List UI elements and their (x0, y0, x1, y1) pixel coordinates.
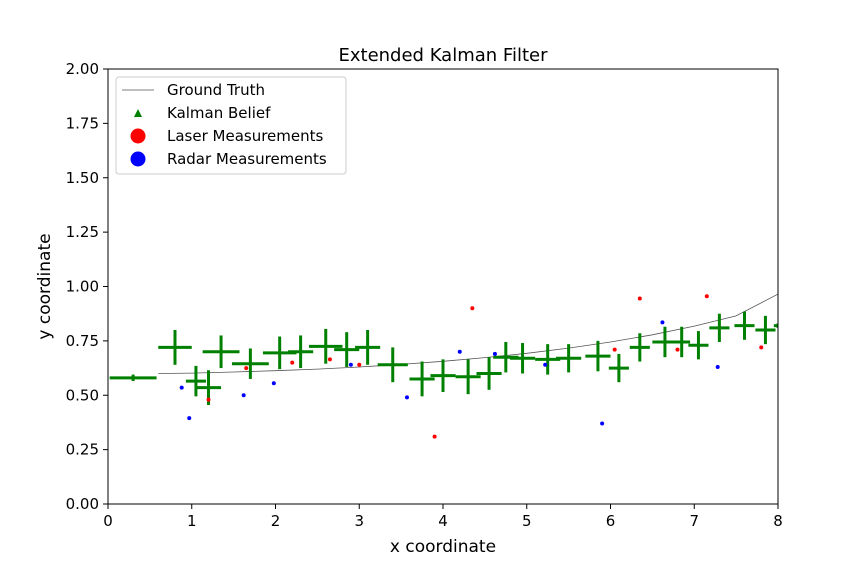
kalman-belief-point (608, 353, 629, 383)
radar-measurement-point (271, 381, 276, 386)
kalman-belief-point (409, 361, 435, 397)
plot-area (109, 293, 778, 439)
y-tick-label: 0.00 (66, 495, 99, 513)
y-tick-label: 1.25 (66, 223, 99, 241)
kalman-belief-point (202, 335, 240, 369)
kalman-belief-point (430, 359, 456, 392)
laser-measurement-point (327, 357, 332, 362)
x-tick-label: 8 (773, 512, 783, 530)
kalman-belief-point (334, 332, 360, 367)
laser-measurement-point (759, 345, 764, 350)
kalman-belief-point (629, 333, 650, 362)
kalman-belief-point (556, 344, 582, 373)
legend-circle-swatch (130, 151, 146, 167)
kalman-belief-point (585, 340, 611, 372)
kalman-belief-point (734, 311, 755, 340)
x-tick-label: 0 (103, 512, 113, 530)
laser-measurement-point (432, 434, 437, 439)
x-tick-label: 2 (271, 512, 281, 530)
radar-measurement-point (404, 395, 409, 400)
legend-label: Radar Measurements (167, 150, 327, 168)
kalman-belief-point (476, 357, 502, 390)
radar-measurement-point (187, 416, 192, 421)
radar-measurement-point (348, 362, 353, 367)
radar-measurement-point (715, 364, 720, 369)
kalman-belief-point (688, 331, 709, 360)
x-tick-label: 1 (187, 512, 197, 530)
radar-measurement-point (600, 421, 605, 426)
kalman-belief-point (185, 365, 206, 397)
legend-label: Ground Truth (167, 81, 265, 99)
chart-title: Extended Kalman Filter (338, 45, 548, 66)
legend-label: Laser Measurements (167, 127, 324, 145)
x-tick-label: 5 (522, 512, 532, 530)
radar-measurement-point (492, 351, 497, 356)
kalman-belief-point (377, 347, 408, 383)
kalman-belief-point (455, 359, 481, 395)
radar-measurement-point (241, 393, 246, 398)
plot-marks (109, 293, 778, 439)
laser-measurement-point (612, 347, 617, 352)
laser-measurement-point (206, 397, 211, 402)
kalman-belief-point (109, 374, 157, 382)
radar-measurement-point (179, 385, 184, 390)
x-tick-label: 6 (606, 512, 616, 530)
laser-measurement-point (244, 366, 249, 371)
y-axis-label: y coordinate (35, 233, 55, 339)
axis-ticks: 0 1 2 3 4 5 6 7 8 0.00 0.25 0.50 0.75 1.00 1.25 1.50 1.7… (66, 60, 783, 530)
kalman-belief-point (288, 335, 314, 369)
kalman-belief-point (231, 348, 269, 379)
laser-measurement-point (290, 360, 295, 365)
kalman-belief-point (309, 328, 343, 364)
legend: Ground Truth Kalman Belief Laser Measureme… (115, 76, 347, 175)
kalman-belief-point (755, 315, 776, 345)
legend-circle-swatch (130, 128, 146, 144)
ground-truth-line (158, 293, 778, 374)
y-tick-label: 0.50 (66, 386, 99, 404)
y-tick-label: 1.50 (66, 169, 99, 187)
laser-measurement-point (637, 296, 642, 301)
x-tick-label: 3 (354, 512, 364, 530)
laser-measurement-point (357, 362, 362, 367)
legend-box (115, 76, 347, 175)
y-tick-label: 1.00 (66, 278, 99, 296)
kalman-belief-point (673, 326, 691, 358)
radar-measurement-point (457, 349, 462, 354)
legend-label: Kalman Belief (167, 104, 271, 122)
x-tick-label: 4 (438, 512, 448, 530)
laser-measurement-point (704, 294, 709, 299)
kalman-belief-point (773, 323, 778, 328)
y-tick-label: 2.00 (66, 60, 99, 78)
kalman-belief-point (158, 330, 192, 365)
radar-measurement-point (660, 320, 665, 325)
y-tick-label: 0.75 (66, 332, 99, 350)
legend-triangle-swatch (134, 109, 142, 117)
kalman-belief-point (510, 343, 536, 374)
y-tick-label: 0.25 (66, 441, 99, 459)
x-tick-label: 7 (689, 512, 699, 530)
x-axis-label: x coordinate (390, 537, 496, 557)
y-tick-label: 1.75 (66, 114, 99, 132)
kalman-belief-point (709, 313, 730, 342)
radar-measurement-point (543, 362, 548, 367)
laser-measurement-point (675, 347, 680, 352)
laser-measurement-point (470, 306, 475, 311)
kalman-belief-point (355, 330, 381, 365)
